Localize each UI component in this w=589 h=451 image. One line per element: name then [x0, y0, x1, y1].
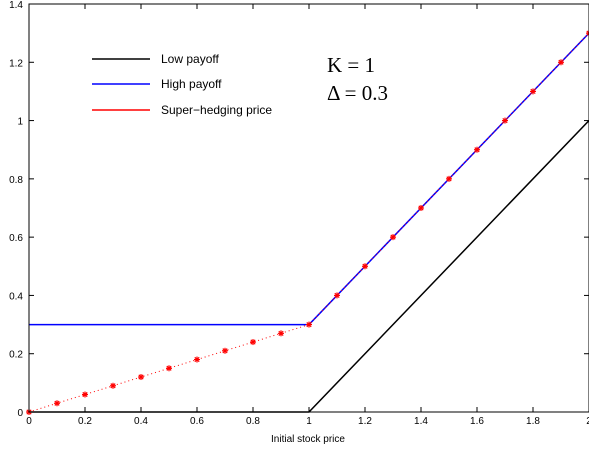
x-axis-label: Initial stock price [271, 434, 345, 445]
star-d2 [334, 292, 340, 299]
data-point [54, 400, 60, 407]
y-tick-label: 1.2 [9, 58, 23, 69]
x-tick-label: 2 [586, 416, 589, 427]
axes-layer: 0 0.2 0.4 0.6 0.8 1 1.2 1.4 1.6 1.8 2 0 0.2 0.4 0.6 0.8… [9, 0, 589, 427]
data-point [166, 365, 172, 372]
data-point [306, 321, 312, 328]
data-point [446, 175, 452, 182]
star-d2 [586, 32, 589, 36]
x-tick-label: 1.4 [414, 416, 428, 427]
star-d2 [306, 321, 312, 328]
legend-label: Super−hedging price [161, 103, 272, 117]
y-tick-label: 0.4 [9, 291, 23, 302]
star-d2 [362, 263, 368, 269]
star-d2 [474, 147, 480, 153]
data-point [530, 88, 536, 95]
y-tick-label: 0.2 [9, 350, 23, 361]
x-tick-label: 1.8 [526, 416, 540, 427]
star-d2 [502, 117, 508, 124]
y-tick-label: 0.8 [9, 175, 23, 186]
series-line-high-payoff [29, 32, 589, 326]
x-tick-label: 0.4 [134, 416, 148, 427]
y-tick-label: 0 [17, 408, 23, 419]
star-d2 [138, 374, 144, 380]
legend: Low payoff High payoff Super−hedging price [92, 52, 272, 117]
data-point [82, 391, 88, 398]
data-point [222, 347, 228, 354]
star-d2 [250, 339, 256, 345]
star-d2 [194, 356, 200, 363]
data-point [194, 356, 200, 363]
star-d2 [558, 59, 564, 65]
x-tick-label: 0.8 [246, 416, 260, 427]
star-d2 [278, 330, 284, 336]
x-tick-label: 0.6 [190, 416, 204, 427]
star-d2 [418, 205, 424, 211]
series-line-low-payoff [29, 120, 589, 413]
x-tick-label: 0.2 [78, 416, 92, 427]
x-tick-label: 1.6 [470, 416, 484, 427]
y-tick-label: 1 [17, 117, 23, 128]
annotation-k: K = 1 [327, 53, 375, 77]
data-point [586, 30, 589, 37]
y-tick-label: 1.4 [9, 0, 23, 11]
star-d2 [54, 400, 60, 406]
legend-label: High payoff [161, 77, 222, 91]
data-point [390, 234, 396, 241]
star-d2 [110, 383, 116, 389]
data-point [474, 146, 480, 153]
star-d2 [222, 348, 228, 354]
y-tick-label: 0.6 [9, 233, 23, 244]
star-d2 [446, 176, 452, 182]
data-point [250, 339, 256, 346]
x-tick-label: 1.2 [358, 416, 372, 427]
data-point [334, 292, 340, 299]
data-point [138, 374, 144, 381]
plot-layer [26, 30, 589, 415]
data-point [558, 59, 564, 66]
data-point [362, 263, 368, 270]
star-d2 [82, 391, 88, 398]
star-d2 [166, 365, 172, 371]
data-point [502, 117, 508, 124]
annotation-delta: Δ = 0.3 [327, 81, 388, 105]
data-point [278, 330, 284, 337]
x-tick-label: 1 [306, 416, 312, 427]
star-d1 [586, 30, 589, 34]
x-tick-label: 0 [26, 416, 32, 427]
series-line-super-hedging-price [28, 32, 589, 413]
data-point [418, 205, 424, 211]
legend-label: Low payoff [161, 52, 219, 66]
star-d2 [390, 234, 396, 240]
star-d2 [530, 88, 536, 95]
data-point [110, 382, 116, 389]
